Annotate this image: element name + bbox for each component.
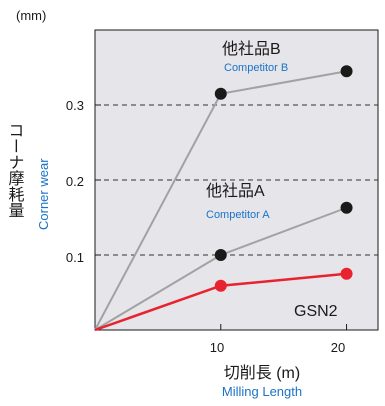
text-layer: (mm) コーナ摩耗量 Corner wear 0.3 0.2 0.1 10 2… xyxy=(6,8,346,399)
y-axis-label-jp: コーナ摩耗量 xyxy=(6,122,25,218)
y-axis-label-en: Corner wear xyxy=(36,158,51,230)
x-axis-label-jp: 切削長 (m) xyxy=(224,364,300,382)
series-0-point-10 xyxy=(214,87,227,100)
series-0-point-20 xyxy=(340,65,353,78)
series-label-competitor-b-jp: 他社品B xyxy=(222,40,281,58)
series-label-competitor-a-jp: 他社品A xyxy=(206,182,265,200)
x-axis-label-en: Milling Length xyxy=(222,384,302,399)
series-1-point-20 xyxy=(340,201,353,214)
unit-label: (mm) xyxy=(16,8,46,23)
y-tick-label-0.3: 0.3 xyxy=(66,98,84,113)
plot-layer xyxy=(94,29,379,331)
x-tick-label-20: 20 xyxy=(331,340,345,355)
series-2-point-10 xyxy=(214,279,227,292)
series-label-gsn2: GSN2 xyxy=(294,303,338,320)
series-1-point-10 xyxy=(214,249,227,261)
series-layer xyxy=(94,65,353,332)
series-2-point-20 xyxy=(340,267,353,280)
series-label-competitor-a-en: Competitor A xyxy=(206,209,270,221)
y-tick-label-0.2: 0.2 xyxy=(66,174,84,189)
y-tick-label-0.1: 0.1 xyxy=(66,250,84,265)
series-label-competitor-b-en: Competitor B xyxy=(224,62,288,74)
x-tick-label-10: 10 xyxy=(210,340,224,355)
